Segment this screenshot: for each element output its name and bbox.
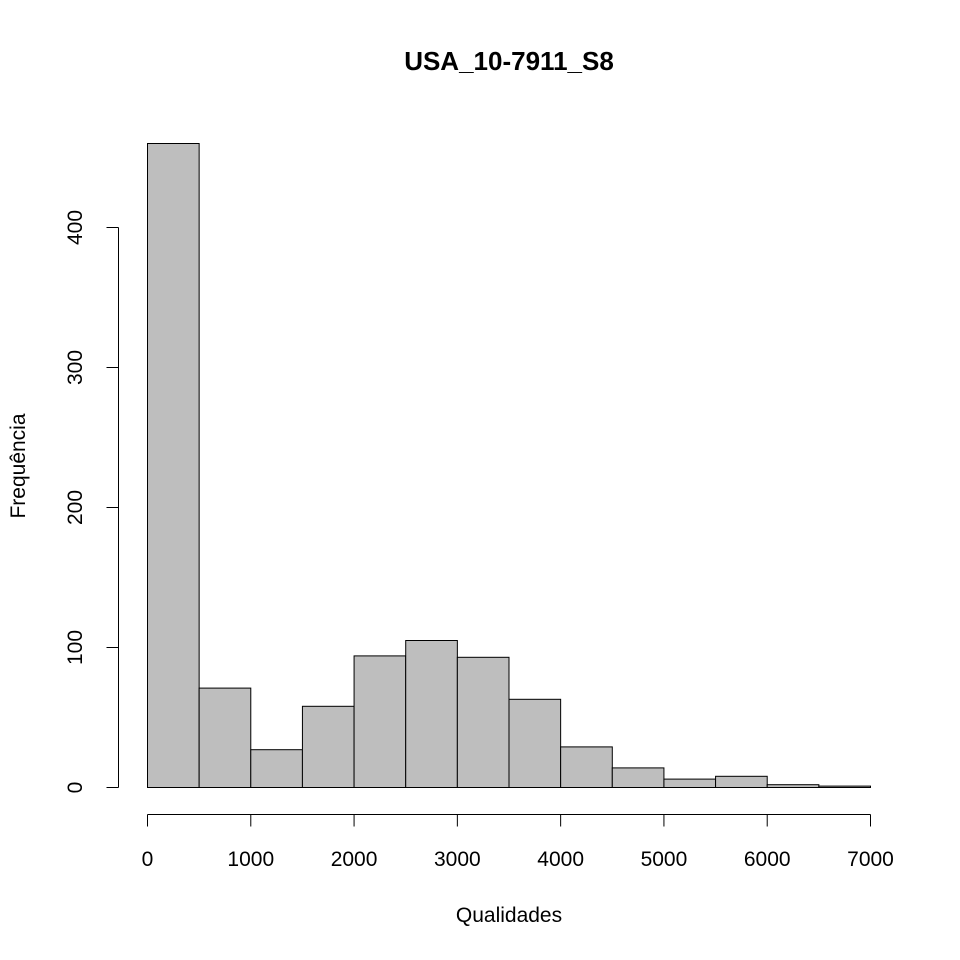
x-tick-label: 4000 xyxy=(537,848,584,871)
histogram-bar xyxy=(818,785,871,788)
x-tick-label: 0 xyxy=(142,848,154,871)
chart-title: USA_10-7911_S8 xyxy=(404,46,614,76)
x-tick-label: 5000 xyxy=(641,848,688,871)
x-axis: 0 1000 2000 3000 4000 5000 6000 7000 xyxy=(142,814,894,871)
x-axis-label: Qualidades xyxy=(456,904,562,927)
y-tick-label: 300 xyxy=(64,350,87,385)
histogram-bar xyxy=(353,655,407,789)
histogram-bar xyxy=(611,767,665,789)
y-axis-label: Frequência xyxy=(7,413,30,518)
x-tick-label: 3000 xyxy=(434,848,481,871)
histogram-bar xyxy=(405,640,458,788)
y-tick-label: 200 xyxy=(64,490,87,525)
histogram-bar xyxy=(715,775,768,788)
y-tick-label: 400 xyxy=(64,210,87,245)
histogram-bar xyxy=(301,705,355,788)
histogram-bar xyxy=(560,746,613,789)
x-tick-label: 2000 xyxy=(331,848,378,871)
y-tick-label: 0 xyxy=(64,782,87,794)
bars-group xyxy=(147,143,871,789)
histogram-bar xyxy=(663,778,717,788)
x-tick-label: 1000 xyxy=(227,848,274,871)
x-tick-label: 7000 xyxy=(847,848,894,871)
x-tick-label: 6000 xyxy=(744,848,791,871)
histogram-bar xyxy=(198,687,252,788)
histogram-bar xyxy=(250,749,303,789)
y-tick-label: 100 xyxy=(64,630,87,665)
histogram-bar xyxy=(456,656,510,788)
y-axis: 0 100 200 300 400 xyxy=(64,210,119,793)
histogram-bar xyxy=(147,143,200,788)
histogram-bar xyxy=(766,784,820,789)
histogram-bar xyxy=(508,698,562,788)
